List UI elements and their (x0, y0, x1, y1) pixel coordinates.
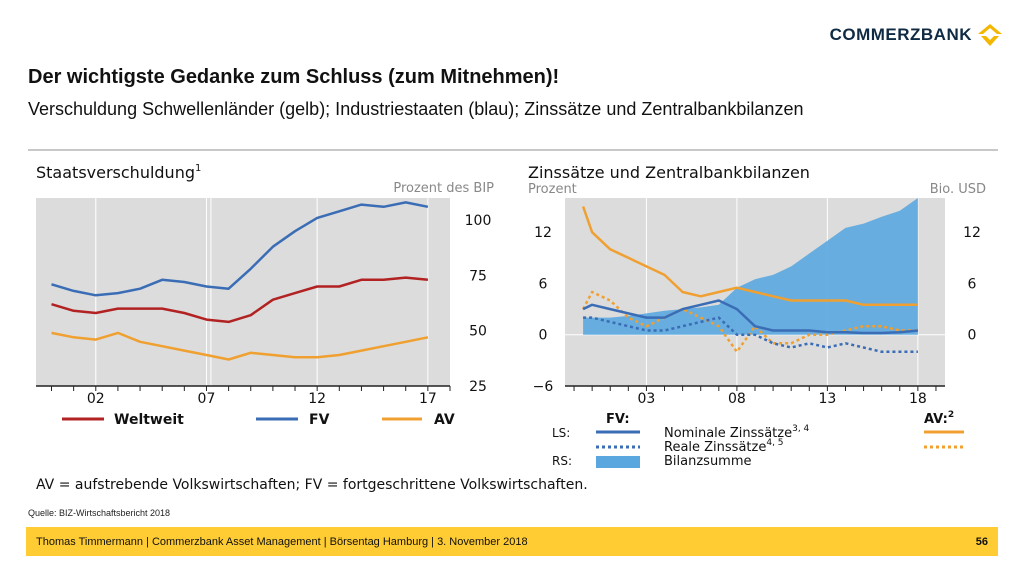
logo-wordmark: COMMERZBANK (829, 25, 972, 44)
legend-av-header: AV:2 (924, 410, 954, 427)
slide-subtitle: Verschuldung Schwellenländer (gelb); Ind… (28, 99, 804, 119)
legend-real-label: Reale Zinssätze4, 5 (664, 438, 784, 455)
debt-xtick-label: 12 (308, 391, 326, 407)
rates-series-fv-solid (582, 299, 919, 335)
debt-chart: Staatsverschuldung1 Prozent des BIP 100 7… (36, 163, 494, 428)
footer-bar: Thomas Timmermann | Commerzbank Asset Ma… (26, 527, 998, 556)
rates-ytick-right-label: 6 (968, 276, 977, 292)
debt-xtick-label: 17 (419, 391, 437, 407)
footer-text: Thomas Timmermann | Commerzbank Asset Ma… (36, 535, 528, 548)
legend-ls-label: LS: (552, 426, 570, 440)
rates-ytick-right-label: 0 (968, 328, 977, 344)
source-note: Quelle: BIZ-Wirtschaftsbericht 2018 (28, 508, 171, 518)
slide-title: Der wichtigste Gedanke zum Schluss (zum … (28, 66, 560, 88)
debt-ylabel: Prozent des BIP (393, 181, 494, 196)
debt-xtick-label: 07 (198, 391, 216, 407)
rates-ytick-left-label: 12 (534, 225, 552, 241)
rates-series-av-dotted (581, 290, 918, 354)
chart-footnote: AV = aufstrebende Volkswirtschaften; FV … (36, 477, 588, 493)
rates-series-av-solid (581, 206, 918, 307)
rates-ylabel-left: Prozent (528, 182, 577, 197)
debt-ytick-label: 75 (469, 268, 487, 284)
debt-ytick-label: 25 (469, 379, 487, 395)
legend-rs-label: RS: (552, 454, 572, 468)
rates-chart-title: Zinssätze und Zentralbankbilanzen (528, 163, 810, 182)
rates-ytick-right-label: 12 (963, 225, 981, 241)
debt-ytick-label: 100 (465, 213, 492, 229)
rates-xtick-label: 18 (909, 391, 927, 407)
debt-series-weltweit (51, 276, 429, 324)
legend-weltweit-label: Weltweit (114, 412, 184, 428)
rates-legend: FV: AV:2 LS: Nominale Zinssätze3, 4 Real… (552, 410, 964, 469)
debt-legend: Weltweit FV AV (62, 412, 455, 428)
commerzbank-logo: COMMERZBANK (830, 24, 1002, 46)
legend-balance-label: Bilanzsumme (664, 454, 752, 469)
legend-fv-label: FV (309, 412, 330, 428)
rates-xtick-label: 13 (818, 391, 836, 407)
rates-ytick-left-label: 0 (539, 328, 548, 344)
rates-chart: Zinssätze und Zentralbankbilanzen Prozen… (528, 163, 986, 469)
debt-plot-bg (36, 198, 450, 386)
ribbon-logo-icon (978, 24, 1002, 46)
debt-series-fv (51, 201, 429, 297)
rates-ytick-left-label: −6 (533, 379, 554, 395)
legend-fv-header: FV: (606, 412, 630, 427)
legend-nominal-label: Nominale Zinssätze3, 4 (664, 424, 810, 441)
rates-ylabel-right: Bio. USD (930, 182, 986, 197)
rates-plot-bg (565, 198, 945, 386)
rates-balance-area (583, 198, 918, 335)
rates-xtick-label: 03 (638, 391, 656, 407)
legend-balance-swatch (596, 456, 640, 468)
legend-av-label: AV (434, 412, 455, 428)
debt-ytick-label: 50 (469, 324, 487, 340)
rates-ytick-left-label: 6 (539, 276, 548, 292)
debt-xtick-label: 02 (87, 391, 105, 407)
debt-chart-title: Staatsverschuldung1 (36, 163, 201, 182)
rates-series-fv-dotted (583, 316, 918, 354)
title-divider (28, 149, 998, 151)
page-number: 56 (975, 535, 988, 548)
rates-xtick-label: 08 (728, 391, 746, 407)
debt-series-av (51, 331, 429, 361)
